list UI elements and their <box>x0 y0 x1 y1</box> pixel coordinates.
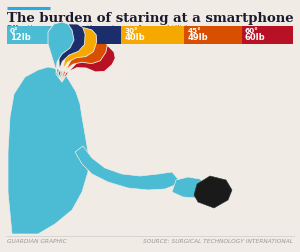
Polygon shape <box>172 177 206 198</box>
Polygon shape <box>48 22 74 82</box>
Text: Effective weight on the spine as forward tilt increases: Effective weight on the spine as forward… <box>7 25 223 34</box>
Text: 15°: 15° <box>61 28 75 34</box>
Bar <box>122 26 184 44</box>
Text: SOURCE: SURGICAL TECHNOLOGY INTERNATIONAL: SOURCE: SURGICAL TECHNOLOGY INTERNATIONA… <box>143 239 293 244</box>
Text: 60°: 60° <box>244 28 258 34</box>
Bar <box>58 26 122 44</box>
Text: The burden of staring at a smartphone: The burden of staring at a smartphone <box>7 12 294 25</box>
Text: 45°: 45° <box>187 28 201 34</box>
Text: 60lb: 60lb <box>244 33 265 42</box>
Text: 49lb: 49lb <box>187 33 208 42</box>
Bar <box>242 26 293 44</box>
Bar <box>7 26 58 44</box>
Polygon shape <box>61 28 97 82</box>
Text: 12lb: 12lb <box>10 33 31 42</box>
Polygon shape <box>58 24 85 82</box>
Polygon shape <box>8 67 88 234</box>
Polygon shape <box>194 176 232 208</box>
Text: 0°: 0° <box>10 28 19 34</box>
Text: 40lb: 40lb <box>124 33 145 42</box>
Polygon shape <box>62 45 115 82</box>
Text: GUARDIAN GRAPHIC: GUARDIAN GRAPHIC <box>7 239 67 244</box>
Text: 30°: 30° <box>124 28 138 34</box>
Text: 27lb: 27lb <box>61 33 82 42</box>
Polygon shape <box>75 146 178 190</box>
Bar <box>184 26 242 44</box>
Polygon shape <box>62 35 107 82</box>
